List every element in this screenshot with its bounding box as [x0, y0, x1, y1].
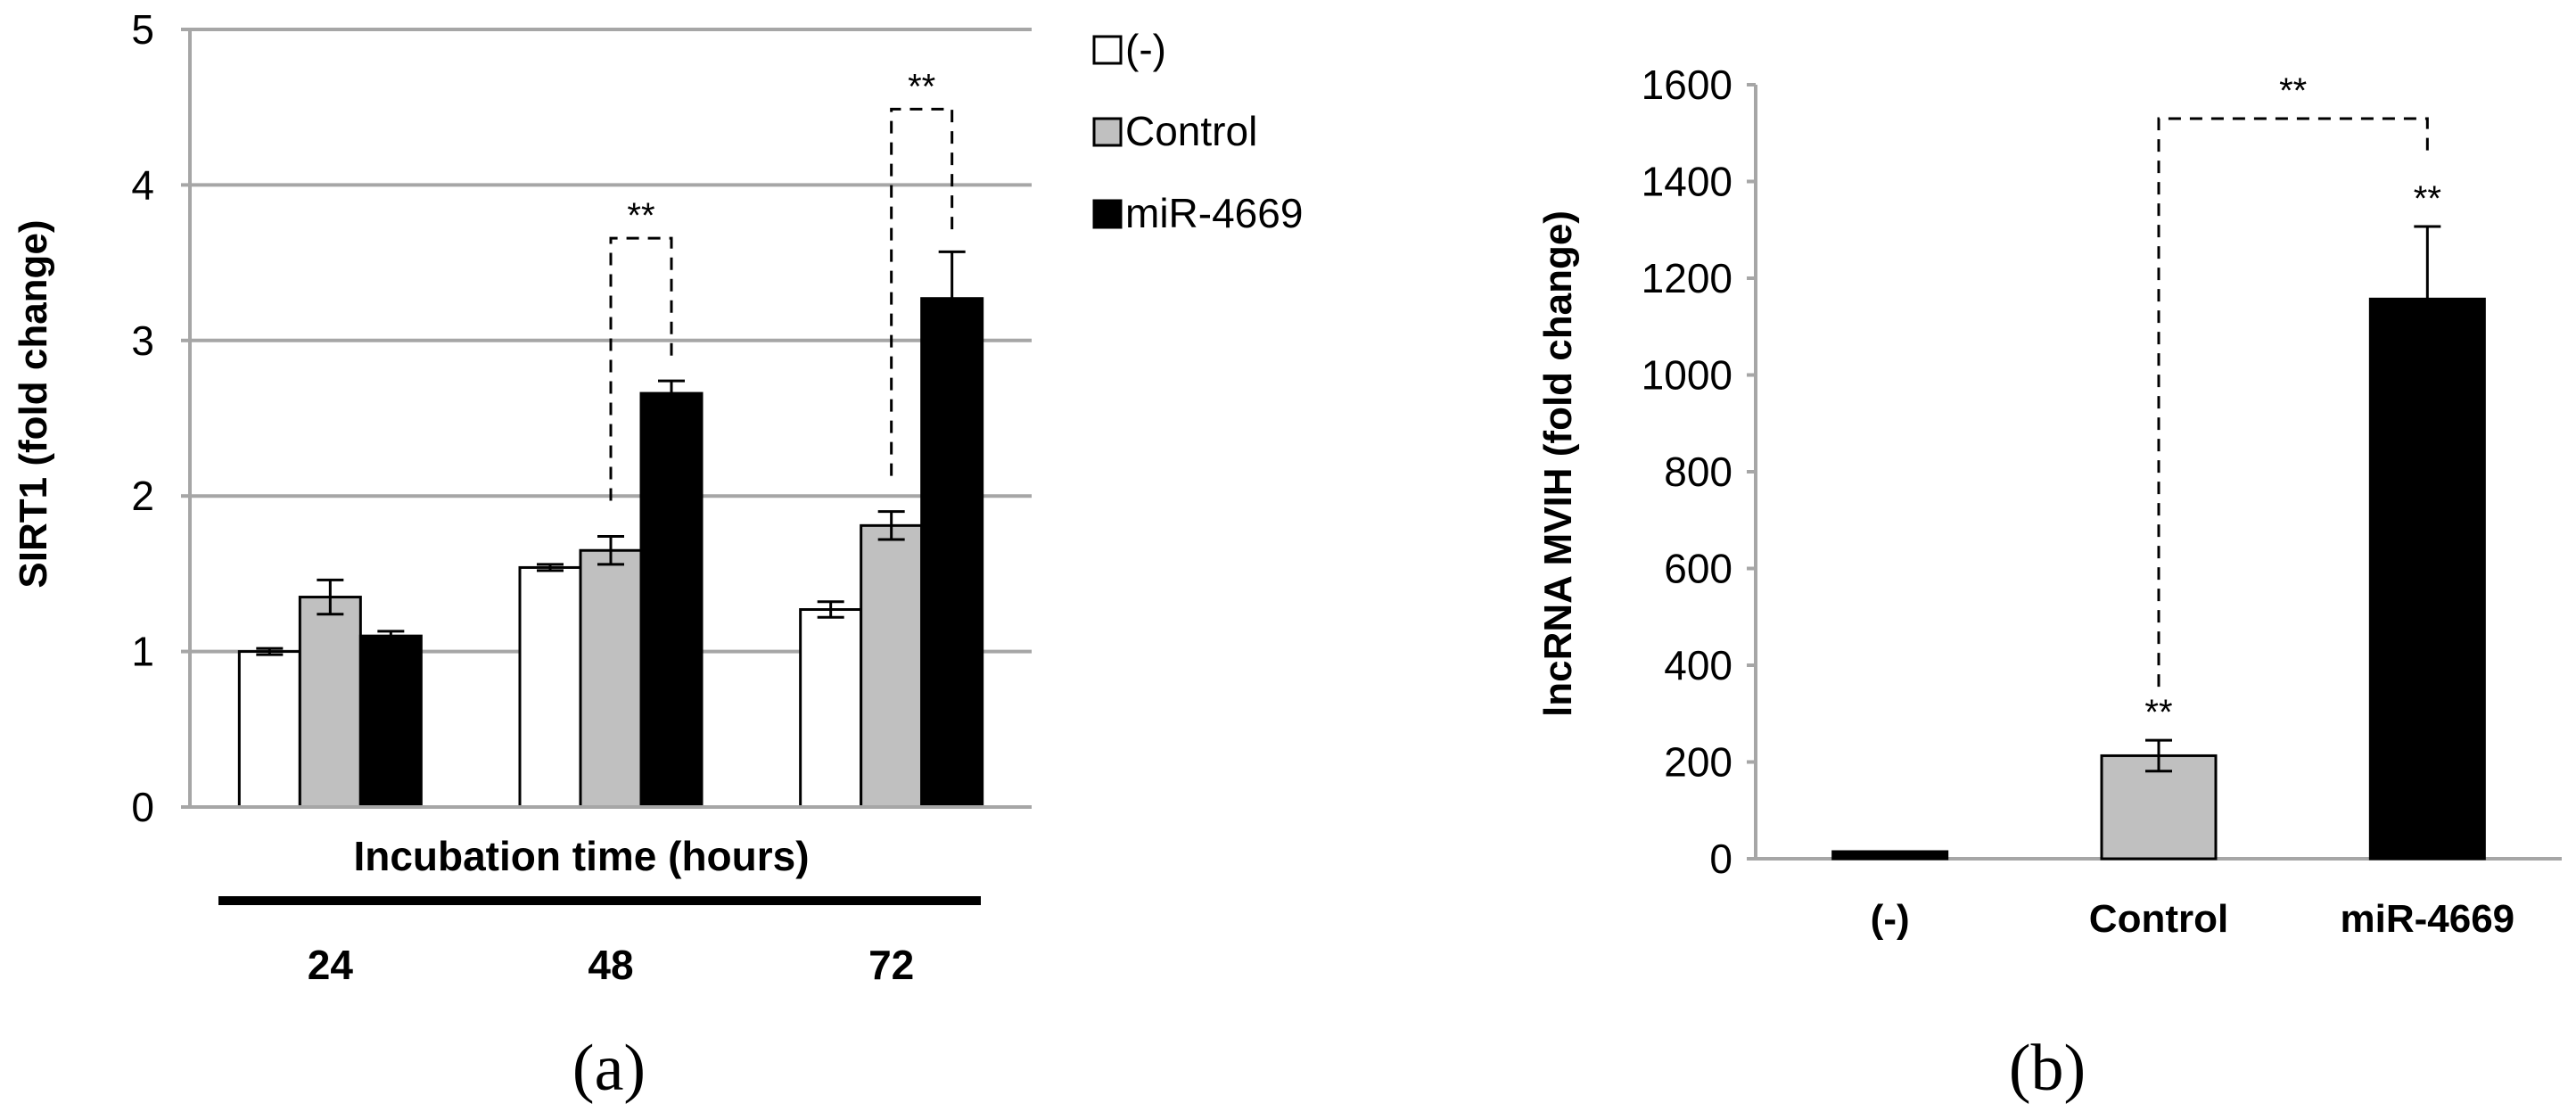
- panel-b-y-tick-label: 1200: [1642, 255, 1732, 301]
- panel-a-legend-swatch: [1092, 117, 1123, 147]
- panel-b-y-tick-label: 800: [1664, 449, 1732, 495]
- panel-a-bar: [518, 565, 582, 809]
- panel-a-legend-swatch: [1092, 35, 1123, 65]
- panel-a-significance-label: **: [627, 196, 654, 235]
- panel-b-x-tick-label: (-): [1871, 897, 1910, 941]
- panel-a-significance-bracket: [609, 236, 673, 501]
- panel-a-y-tick-label: 4: [131, 161, 154, 208]
- panel-b-y-tick-label: 1400: [1642, 159, 1732, 205]
- panel-a-y-tick-label: 0: [131, 784, 154, 830]
- panel-a-bar: [639, 391, 704, 809]
- panel-a-y-axis-label: SIRT1 (fold change): [12, 219, 55, 588]
- panel-b-y-axis-label: lncRNA MVIH (fold change): [1536, 210, 1580, 717]
- panel-b-y-tick-label: 1000: [1642, 352, 1732, 399]
- panel-a-x-axis-label: Incubation time (hours): [353, 833, 809, 879]
- panel-b-bar-significance-label: **: [2144, 693, 2172, 732]
- panel-a-significance-bracket: [890, 107, 954, 476]
- panel-b-y-tick-label: 200: [1664, 739, 1732, 786]
- panel-a-y-tick-label: 5: [131, 6, 154, 53]
- panel-b-y-tick-label: 1600: [1642, 62, 1732, 108]
- panel-b-significance-label: **: [2279, 71, 2307, 111]
- panel-b-significance-bracket: [2157, 117, 2429, 688]
- panel-b-label: (b): [2009, 1032, 2086, 1105]
- panel-b-x-tick-label: Control: [2089, 897, 2228, 941]
- panel-a-chart: 0 1 2 3 4 5 ** ** 24 48 72 (-) Control miR-4669: [131, 6, 1303, 988]
- panel-a-x-tick-label: 24: [308, 942, 354, 988]
- panel-b-bar: [2100, 754, 2218, 861]
- panel-a-significance-label: **: [908, 67, 935, 106]
- panel-b-y-tick-label: 600: [1664, 546, 1732, 592]
- panel-b-bar: [2368, 297, 2486, 861]
- panel-a-bar: [860, 523, 924, 809]
- panel-a-y-tick-label: 3: [131, 317, 154, 364]
- panel-a-legend-label: miR-4669: [1125, 190, 1303, 236]
- panel-a-bar: [298, 596, 362, 809]
- panel-a-y-tick-label: 2: [131, 473, 154, 519]
- panel-b-y-tick-label: 400: [1664, 642, 1732, 688]
- panel-b-y-tick-label: 0: [1709, 836, 1732, 882]
- panel-b-bar: [1831, 850, 1949, 861]
- panel-a-legend-swatch: [1092, 199, 1123, 229]
- panel-a-bar: [579, 548, 643, 809]
- panel-a-legend-label: (-): [1125, 26, 1166, 72]
- panel-a-label: (a): [572, 1032, 646, 1105]
- panel-a-legend-label: Control: [1125, 108, 1257, 154]
- panel-a-bar: [358, 634, 423, 809]
- panel-b-chart: 0 200 400 600 800 1000 1200 1400 1600 (-) ** Contro…: [1642, 62, 2562, 941]
- panel-b-bar-significance-label: **: [2414, 179, 2441, 218]
- panel-a-bar: [920, 297, 984, 809]
- panel-a-bar: [237, 650, 301, 809]
- panel-a-y-tick-label: 1: [131, 629, 154, 675]
- panel-a-x-tick-label: 48: [588, 942, 633, 988]
- panel-b-x-tick-label: miR-4669: [2340, 897, 2514, 941]
- panel-a-bar: [799, 608, 863, 809]
- panel-a-x-tick-label: 72: [868, 942, 914, 988]
